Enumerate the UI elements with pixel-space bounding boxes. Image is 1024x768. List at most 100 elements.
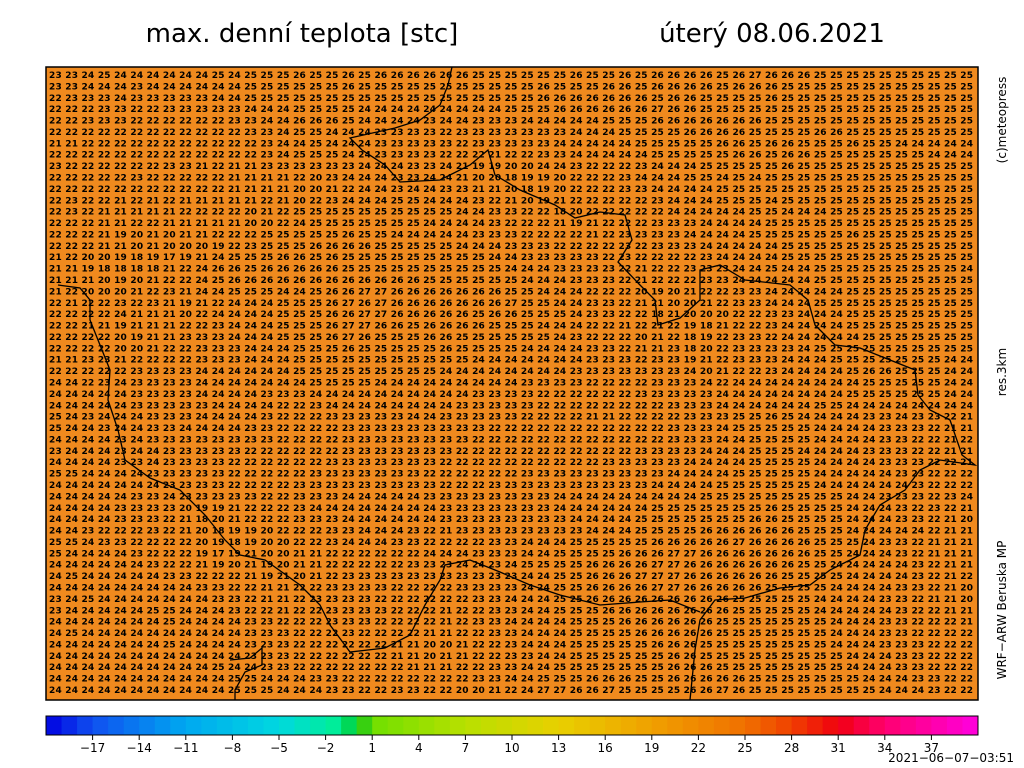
grid-row: 22 22 21 21 19 21 21 21 22 22 23 24 24 2… <box>49 322 973 332</box>
grid-row: 22 22 22 21 19 20 21 20 21 21 22 22 22 2… <box>49 230 973 240</box>
colorbar-segment <box>310 716 327 735</box>
grid-row: 25 24 24 23 24 24 23 23 24 24 24 24 23 2… <box>49 424 973 434</box>
grid-row: 22 22 22 22 24 21 21 21 20 22 24 24 24 2… <box>49 310 973 320</box>
grid-row: 23 23 24 25 24 24 24 24 24 24 25 24 25 2… <box>49 71 973 81</box>
colorbar-segment <box>838 716 855 735</box>
colorbar-segment <box>946 716 963 735</box>
colorbar-segment <box>527 716 544 735</box>
model-name: WRF−ARW Beruska MP <box>995 541 1009 680</box>
grid-row: 24 24 24 24 24 24 24 24 24 24 24 24 23 2… <box>49 652 973 662</box>
colorbar-segment <box>232 716 249 735</box>
colorbar-segment <box>682 716 699 735</box>
colorbar-segment <box>139 716 156 735</box>
grid-row: 22 22 22 23 23 22 22 23 23 23 23 23 24 2… <box>49 105 973 115</box>
colorbar-segment <box>216 716 233 735</box>
colorbar-tick-label: 19 <box>644 741 659 755</box>
colorbar-segment <box>698 716 715 735</box>
colorbar-segment <box>403 716 420 735</box>
colorbar-segment <box>760 716 777 735</box>
colorbar-segment <box>123 716 140 735</box>
colorbar-segment <box>884 716 901 735</box>
grid-row: 22 22 22 21 21 22 22 21 21 21 21 21 20 2… <box>49 219 973 229</box>
colorbar-tick-label: −5 <box>270 741 288 755</box>
colorbar-tick-label: −2 <box>317 741 335 755</box>
grid-row: 22 21 22 22 23 22 23 21 19 21 22 24 24 2… <box>49 299 973 309</box>
copyright: (c)meteopress <box>995 77 1009 164</box>
grid-row: 25 24 23 24 24 24 23 23 23 24 24 24 24 2… <box>49 413 973 423</box>
grid-row: 22 23 23 23 24 23 23 23 23 23 24 24 25 2… <box>49 94 973 104</box>
colorbar-segment <box>636 716 653 735</box>
colorbar-tick-label: −14 <box>127 741 152 755</box>
grid-row: 25 25 24 23 23 22 22 22 22 20 19 18 19 2… <box>49 538 973 548</box>
timestamp: 2021−06−07−03:51 <box>888 751 1014 765</box>
colorbar-tick-label: 13 <box>551 741 566 755</box>
grid-row: 21 21 23 23 21 22 22 22 22 23 23 23 24 2… <box>49 356 973 366</box>
colorbar-segment <box>962 716 979 735</box>
grid-row: 22 22 22 22 22 23 22 22 22 22 22 21 21 2… <box>49 174 973 184</box>
grid-row: 24 24 24 24 24 23 23 24 23 23 23 23 23 2… <box>49 492 973 502</box>
colorbar-segment <box>61 716 78 735</box>
grid-row: 24 24 24 24 24 24 24 23 23 23 23 22 22 2… <box>49 481 973 491</box>
grid-row: 24 24 24 24 23 23 24 23 23 23 23 22 22 2… <box>49 458 973 468</box>
grid-row: 24 24 24 24 24 23 23 23 23 23 24 24 24 2… <box>49 401 973 411</box>
colorbar-tick-label: 34 <box>877 741 892 755</box>
colorbar-tick-label: 7 <box>462 741 470 755</box>
colorbar-segment <box>356 716 373 735</box>
grid-row: 23 22 22 22 22 22 22 23 23 21 22 21 21 2… <box>49 162 973 172</box>
colorbar-segment <box>247 716 264 735</box>
grid-row: 22 22 22 22 22 22 22 22 22 22 22 21 21 2… <box>49 185 973 195</box>
colorbar-segment <box>279 716 296 735</box>
colorbar-segment <box>449 716 466 735</box>
colorbar-tick-label: 1 <box>368 741 376 755</box>
grid-row: 21 21 22 22 22 22 22 22 22 22 22 22 22 2… <box>49 139 973 149</box>
colorbar-segment <box>791 716 808 735</box>
colorbar-tick-label: −11 <box>173 741 198 755</box>
colorbar-segment <box>558 716 575 735</box>
colorbar-segment <box>418 716 435 735</box>
colorbar-segment <box>543 716 560 735</box>
colorbar-segment <box>263 716 280 735</box>
grid-row: 24 24 24 24 24 24 24 24 24 24 24 25 25 2… <box>49 686 973 696</box>
colorbar-tick-label: −17 <box>80 741 105 755</box>
resolution: res.3km <box>995 348 1009 396</box>
colorbar-tick-label: 10 <box>504 741 519 755</box>
colorbar-segment <box>170 716 187 735</box>
map-title: max. denní teplota [stc] <box>146 19 459 49</box>
grid-row: 21 22 20 20 20 21 22 23 21 24 24 25 25 2… <box>49 287 973 297</box>
grid-row: 21 22 20 20 19 18 19 17 19 21 24 25 25 2… <box>49 253 973 263</box>
colorbar-segment <box>201 716 218 735</box>
grid-row: 22 23 22 21 21 21 21 21 22 22 22 22 20 2… <box>49 208 973 218</box>
grid-row: 24 24 24 24 24 24 24 25 24 24 24 24 23 2… <box>49 618 973 628</box>
grid-row: 24 24 24 24 23 23 23 23 20 19 19 21 22 2… <box>49 504 973 514</box>
colorbar-segment <box>807 716 824 735</box>
colorbar-segment <box>900 716 917 735</box>
colorbar: −17 −14 −11 −8 −5 −2 1 4 7 10 13 16 19 22 25 28 31 34 37 <box>45 715 979 755</box>
grid-row: 22 22 22 22 22 23 23 23 23 24 24 24 24 2… <box>49 367 973 377</box>
border-east <box>348 66 978 701</box>
colorbar-segment <box>620 716 637 735</box>
grid-row: 22 22 22 22 22 22 22 22 22 22 22 22 22 2… <box>49 151 973 161</box>
grid-row: 24 24 24 24 24 24 24 24 24 23 23 22 22 2… <box>49 584 973 594</box>
colorbar-segment <box>713 716 730 735</box>
colorbar-segment <box>853 716 870 735</box>
grid-row: 24 24 24 24 23 24 23 23 23 23 23 23 23 2… <box>49 435 973 445</box>
border-southwest <box>229 646 263 700</box>
border <box>57 66 978 701</box>
colorbar-segment <box>931 716 948 735</box>
map-area <box>46 67 978 700</box>
colorbar-tick-label: 28 <box>784 741 799 755</box>
colorbar-segment <box>605 716 622 735</box>
border-south <box>57 284 701 653</box>
colorbar-segment <box>776 716 793 735</box>
grid-row: 22 22 22 22 20 19 21 21 23 23 23 24 24 2… <box>49 333 973 343</box>
grid-row: 21 21 21 20 19 20 21 22 22 24 25 26 26 2… <box>49 276 973 286</box>
grid-row: 25 25 24 24 24 24 23 23 23 23 23 22 22 2… <box>49 470 973 480</box>
grid-row: 25 24 24 24 24 23 22 22 22 19 17 19 21 2… <box>49 549 973 559</box>
colorbar-tick-label: −8 <box>224 741 242 755</box>
grid-row: 24 24 24 24 24 23 23 23 23 24 24 24 24 2… <box>49 390 973 400</box>
grid-row: 22 22 23 23 23 22 22 22 22 22 22 23 23 2… <box>49 117 973 127</box>
colorbar-segment <box>185 716 202 735</box>
colorbar-segment <box>480 716 497 735</box>
colorbar-segment <box>651 716 668 735</box>
